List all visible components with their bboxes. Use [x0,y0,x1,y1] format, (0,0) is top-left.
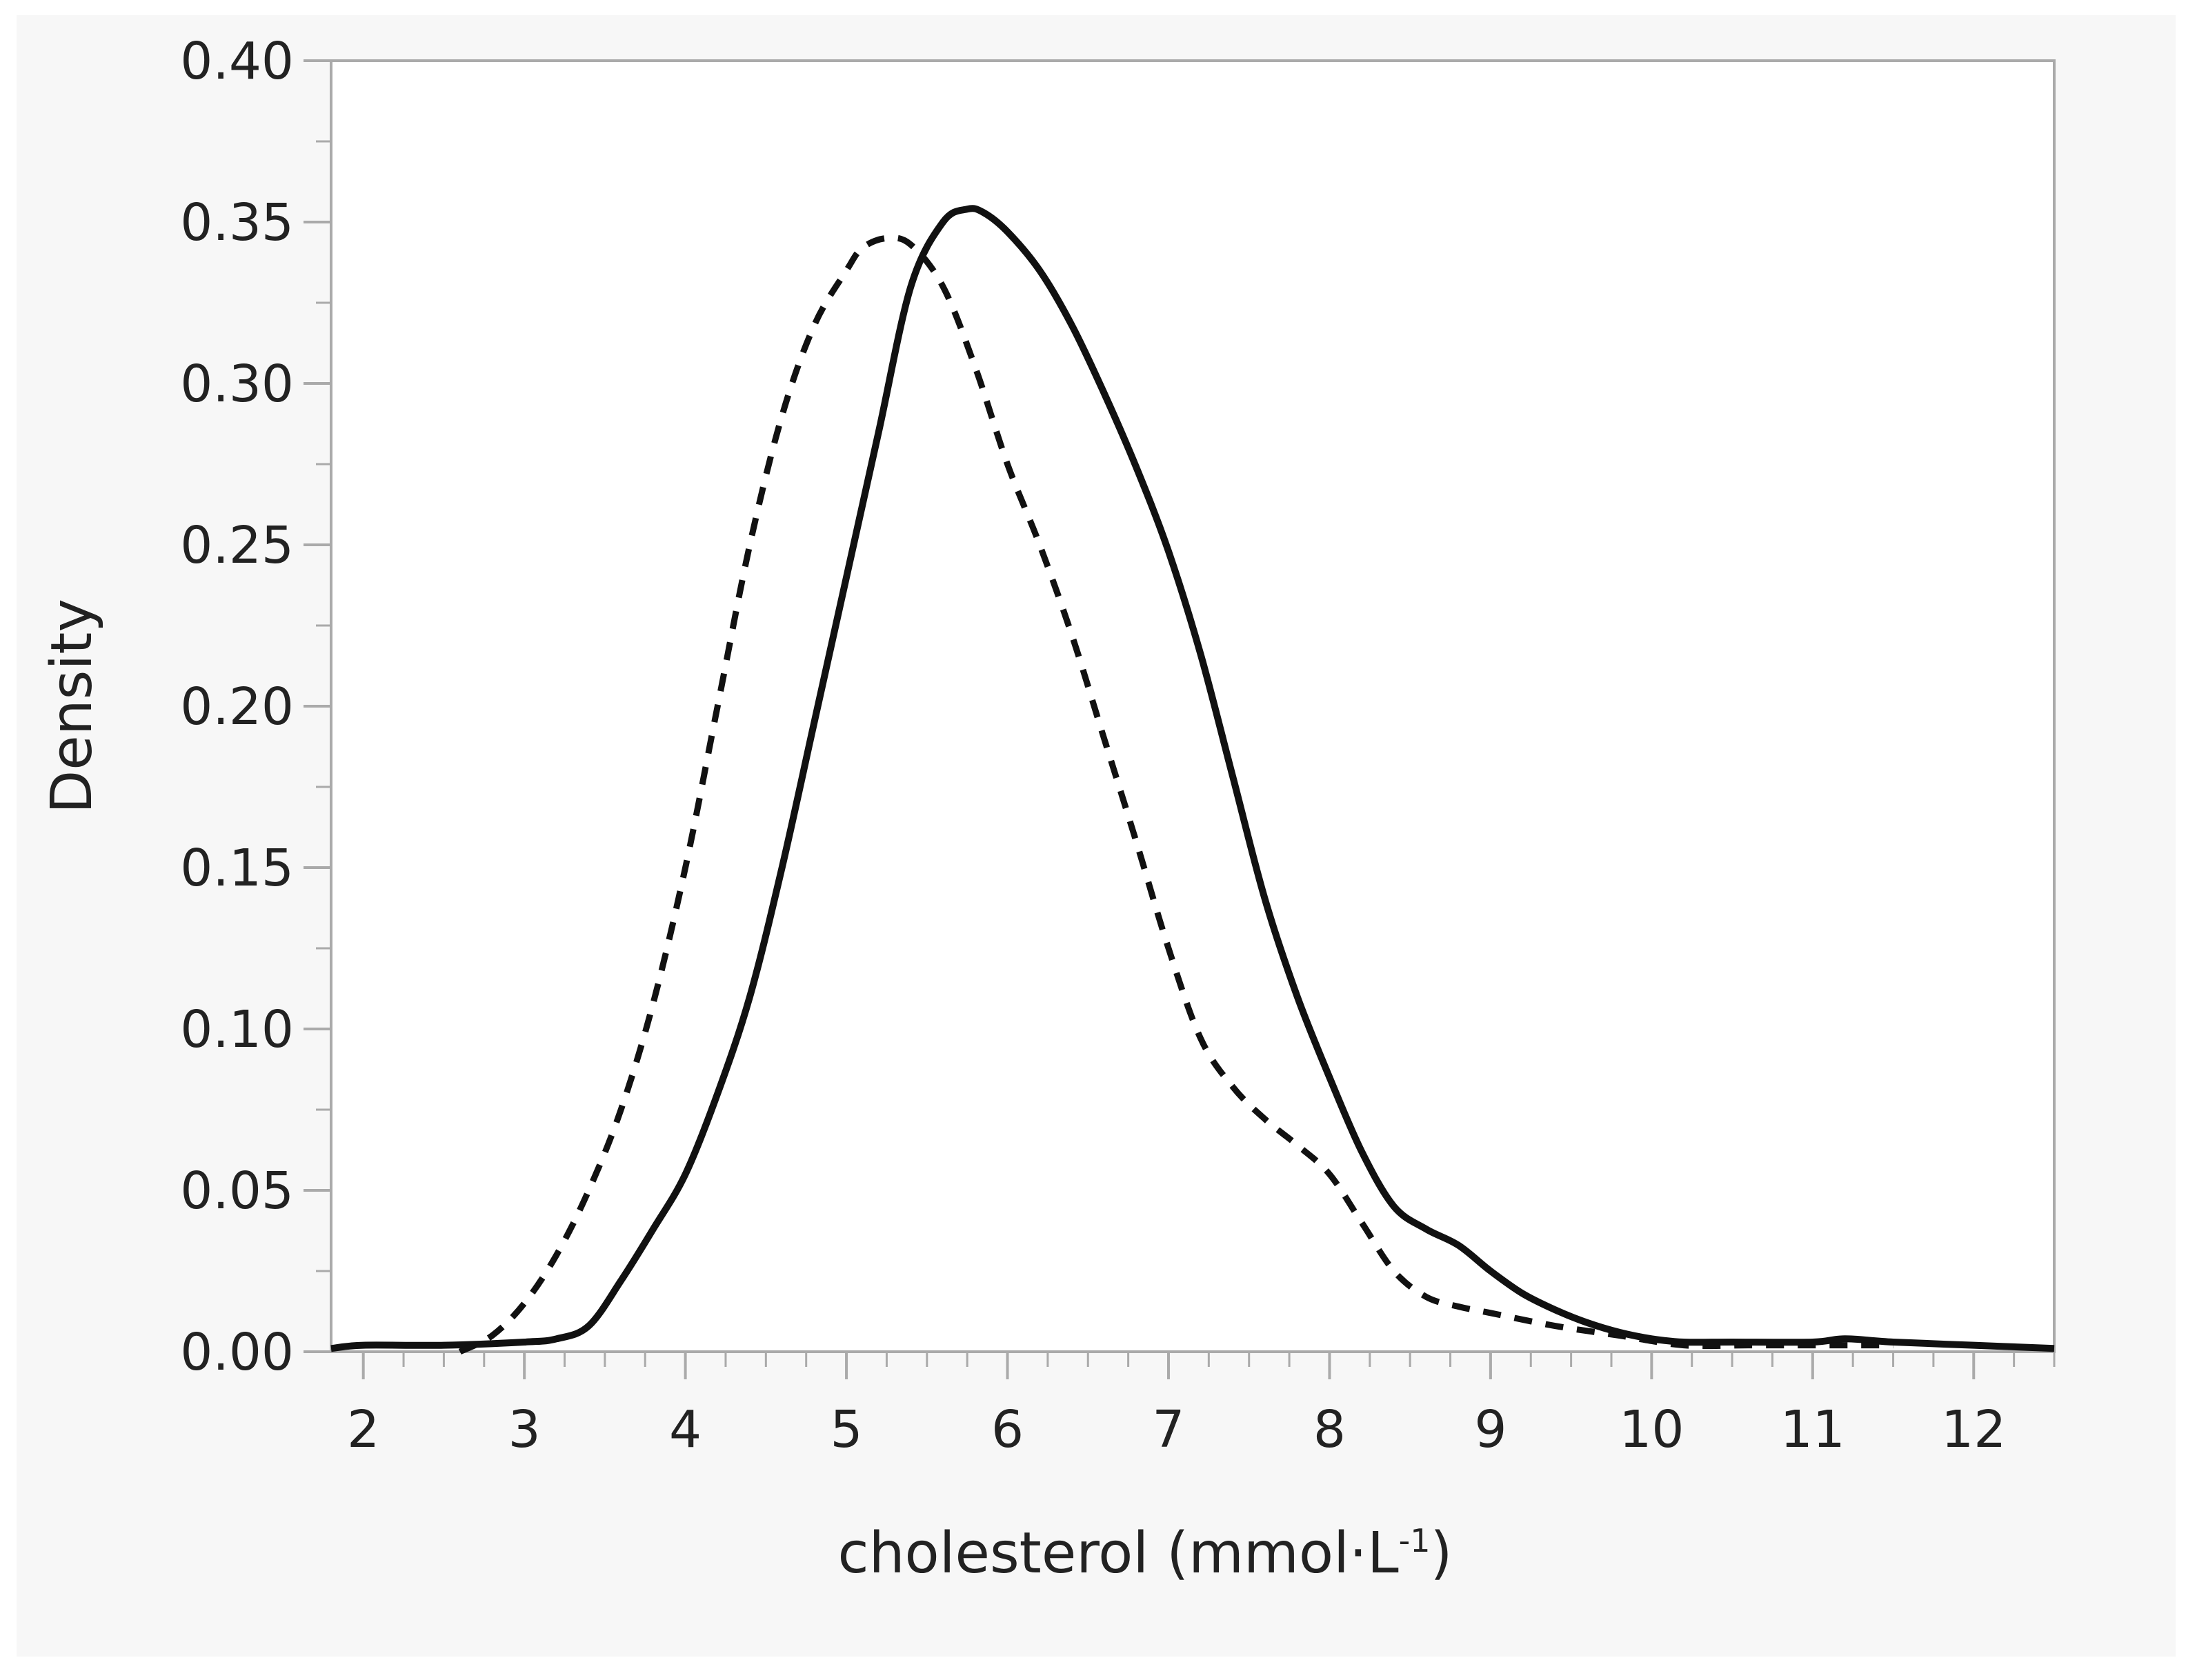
y-tick-label: 0.05 [180,1161,294,1221]
x-tick-label: 3 [508,1400,541,1459]
density-chart: 2 3 4 5 6 7 8 9 10 11 12 0.000.050.100.150.200.250… [39,32,2056,1586]
x-axis-title: cholesterol (mmol·L-1) [837,1521,1452,1586]
x-axis-title-close: ) [1431,1521,1453,1586]
x-tick-label: 7 [1152,1400,1184,1459]
x-axis-title-main: cholesterol (mmol·L [837,1521,1398,1586]
x-tick-label: 5 [831,1400,863,1459]
series-solid-line [330,205,2055,1352]
y-tick-label: 0.35 [180,193,294,252]
y-axis-ticks: 0.00 0.05 0.10 0.15 0.20 0.25 0.30 0.35 0.40 [180,32,331,1382]
y-tick-label: 0.30 [180,354,294,414]
y-tick-label: 0.00 [180,1323,294,1382]
x-tick-label: 4 [669,1400,702,1459]
x-tick-label: 8 [1313,1400,1346,1459]
y-tick-label: 0.10 [180,1000,294,1059]
x-tick-label: 6 [991,1400,1024,1459]
x-tick-label: 2 [347,1400,379,1459]
x-tick-label: 12 [1941,1400,2006,1459]
x-tick-label: 11 [1780,1400,1845,1459]
x-tick-label: 10 [1619,1400,1684,1459]
y-axis-title: Density [39,599,105,814]
series-dashed-line [458,234,1893,1355]
y-tick-label: 0.20 [180,677,294,737]
figure-panel: 2 3 4 5 6 7 8 9 10 11 12 0.00 0.05 0.10 0.15 0.20 0.25 0… [17,15,2176,1657]
plot-area [330,59,2056,1353]
y-tick-label: 0.40 [180,32,294,91]
series-layer [330,205,2055,1355]
x-axis-title-superscript: -1 [1399,1522,1431,1559]
y-tick-label: 0.15 [180,839,294,898]
y-tick-label: 0.25 [180,516,294,575]
x-tick-label: 9 [1474,1400,1507,1459]
x-axis-ticks: 2 3 4 5 6 7 8 9 10 11 12 [347,1352,2056,1459]
